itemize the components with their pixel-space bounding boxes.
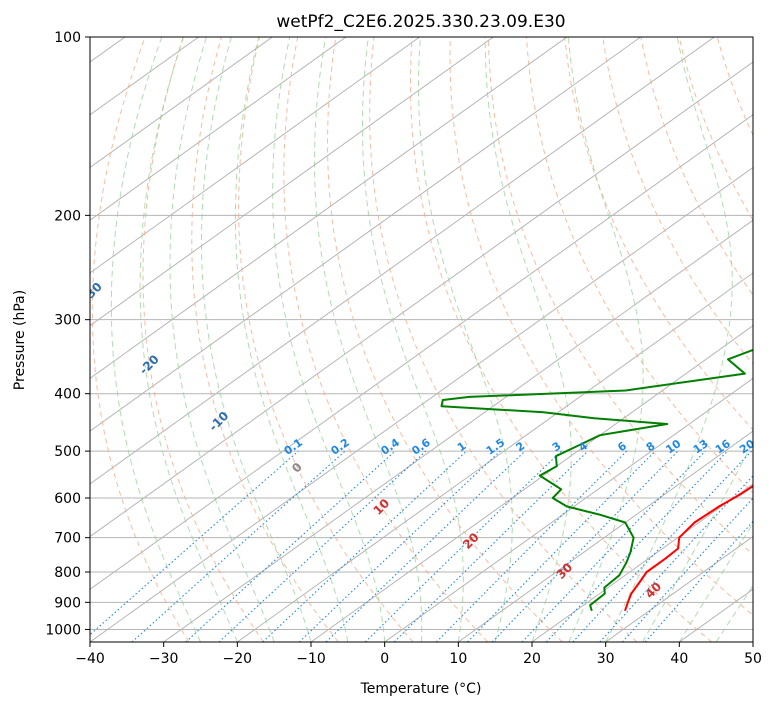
x-tick-label: 40	[670, 651, 688, 667]
y-tick-label: 800	[54, 565, 81, 581]
y-tick-label: 400	[54, 387, 81, 403]
x-tick-label: −40	[75, 651, 105, 667]
x-tick-label: −10	[296, 651, 326, 667]
y-tick-label: 700	[54, 531, 81, 547]
y-tick-label: 200	[54, 208, 81, 224]
y-tick-label: 100	[54, 30, 81, 46]
x-tick-label: 10	[449, 651, 467, 667]
y-tick-label: 600	[54, 491, 81, 507]
y-tick-label: 1000	[45, 622, 81, 638]
x-axis-label: Temperature (°C)	[360, 681, 482, 697]
y-tick-label: 300	[54, 313, 81, 329]
x-tick-label: 20	[523, 651, 541, 667]
x-tick-label: 0	[380, 651, 389, 667]
x-tick-label: −20	[223, 651, 253, 667]
y-tick-label: 500	[54, 444, 81, 460]
chart-title: wetPf2_C2E6.2025.330.23.09.E30	[276, 12, 565, 32]
x-tick-label: −30	[149, 651, 179, 667]
y-tick-label: 900	[54, 595, 81, 611]
x-tick-label: 50	[744, 651, 762, 667]
x-tick-label: 30	[597, 651, 615, 667]
y-axis-label: Pressure (hPa)	[12, 290, 28, 390]
